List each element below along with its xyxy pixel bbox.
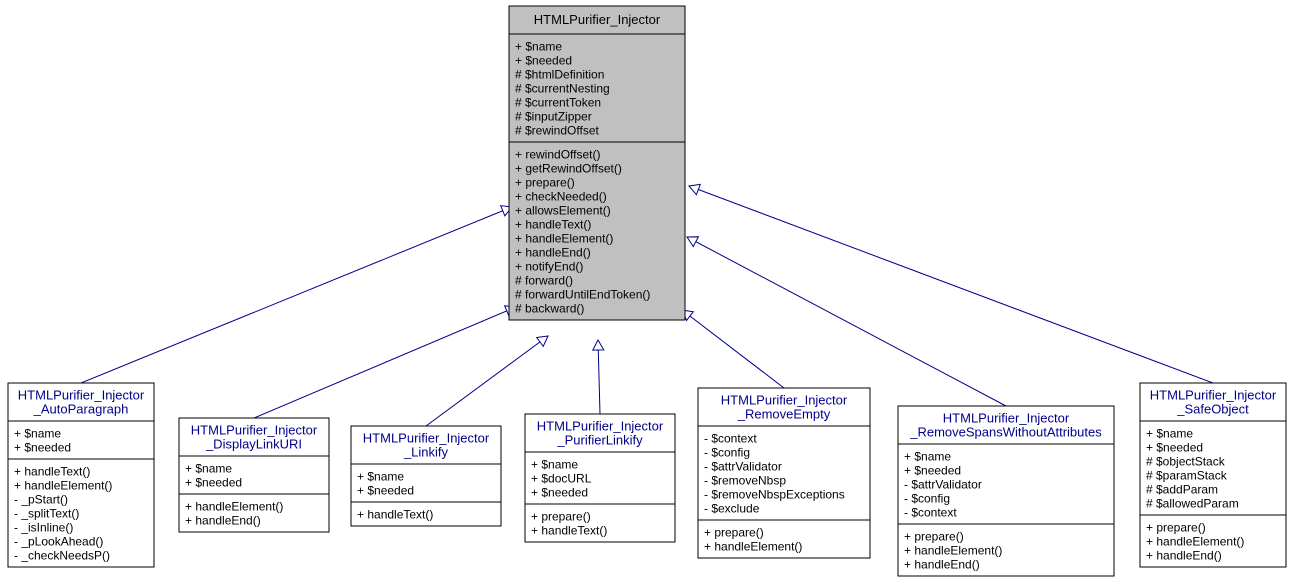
class-attribute: + $name [904, 450, 951, 464]
class-attribute: - $config [904, 492, 950, 506]
class-title[interactable]: _PurifierLinkify [556, 433, 643, 448]
class-attribute: + $needed [14, 441, 71, 455]
class-method: + handleText() [14, 465, 90, 479]
boxes-layer: HTMLPurifier_Injector+ $name+ $needed# $… [509, 6, 685, 320]
class-method: + handleElement() [904, 544, 1002, 558]
class-method: + getRewindOffset() [515, 162, 622, 176]
class-title[interactable]: _DisplayLinkURI [205, 437, 302, 452]
class-method: + handleEnd() [515, 246, 591, 260]
class-method: + checkNeeded() [515, 190, 607, 204]
class-method: + handleText() [531, 524, 607, 538]
class-attribute: - $attrValidator [904, 478, 982, 492]
class-box-linkify: HTMLPurifier_Injector_Linkify + $name+ $n… [351, 426, 501, 526]
class-method: + notifyEnd() [515, 260, 583, 274]
class-attribute: + $needed [515, 54, 572, 68]
class-attribute: + $needed [357, 484, 414, 498]
class-method: + handleText() [515, 218, 591, 232]
class-title[interactable]: HTMLPurifier_Injector [721, 393, 848, 408]
class-title[interactable]: HTMLPurifier_Injector [943, 411, 1070, 426]
class-method: + handleElement() [1146, 535, 1244, 549]
class-method: + handleText() [357, 508, 433, 522]
class-method: + prepare() [1146, 521, 1206, 535]
class-attribute: + $name [14, 427, 61, 441]
class-title[interactable]: _Linkify [403, 445, 449, 460]
class-method: - _pLookAhead() [14, 535, 103, 549]
class-box-removeempty: HTMLPurifier_Injector_RemoveEmpty - $cont… [698, 388, 870, 558]
class-attribute: # $allowedParam [1146, 497, 1239, 511]
class-title: HTMLPurifier_Injector [534, 12, 661, 27]
class-box-displaylinkuri: HTMLPurifier_Injector_DisplayLinkURI + $n… [179, 418, 329, 532]
class-method: + handleElement() [704, 540, 802, 554]
class-attribute: # $htmlDefinition [515, 68, 604, 82]
class-method: - _isInline() [14, 521, 73, 535]
class-title[interactable]: _RemoveSpansWithoutAttributes [909, 425, 1102, 440]
class-attribute: - $exclude [704, 502, 760, 516]
class-attribute: # $objectStack [1146, 455, 1226, 469]
class-method: + handleEnd() [185, 514, 261, 528]
class-method: + prepare() [904, 530, 964, 544]
class-method: + prepare() [531, 510, 591, 524]
class-attribute: - $removeNbspExceptions [704, 488, 845, 502]
class-box-main: HTMLPurifier_Injector+ $name+ $needed# $… [509, 6, 685, 320]
class-method: - _splitText() [14, 507, 79, 521]
class-attribute: - $attrValidator [704, 460, 782, 474]
class-attribute: # $inputZipper [515, 110, 592, 124]
class-attribute: + $name [185, 462, 232, 476]
class-title[interactable]: HTMLPurifier_Injector [537, 419, 664, 434]
class-method: + rewindOffset() [515, 148, 600, 162]
class-method: + prepare() [515, 176, 575, 190]
class-attribute: # $rewindOffset [515, 124, 599, 138]
class-attribute: - $config [704, 446, 750, 460]
class-title[interactable]: _RemoveEmpty [737, 407, 831, 422]
class-attribute: + $docURL [531, 472, 592, 486]
class-method: # backward() [515, 302, 584, 316]
class-box-safeobject: HTMLPurifier_Injector_SafeObject+ $name+… [1140, 383, 1286, 567]
class-method: + allowsElement() [515, 204, 611, 218]
class-method: - _pStart() [14, 493, 68, 507]
class-attribute: # $currentNesting [515, 82, 610, 96]
class-title[interactable]: HTMLPurifier_Injector [191, 423, 318, 438]
class-attribute: - $removeNbsp [704, 474, 786, 488]
class-attribute: + $name [531, 458, 578, 472]
class-attribute: - $context [904, 506, 957, 520]
class-title[interactable]: HTMLPurifier_Injector [363, 431, 490, 446]
class-attribute: + $name [1146, 427, 1193, 441]
class-method: # forward() [515, 274, 573, 288]
class-method: + handleEnd() [1146, 549, 1222, 563]
class-attribute: + $needed [1146, 441, 1203, 455]
class-title[interactable]: HTMLPurifier_Injector [1150, 388, 1277, 403]
class-method: + handleEnd() [904, 558, 980, 572]
class-attribute: + $needed [185, 476, 242, 490]
class-method: + handleElement() [185, 500, 283, 514]
class-method: - _checkNeedsP() [14, 549, 110, 563]
class-attribute: # $addParam [1146, 483, 1218, 497]
class-title[interactable]: _AutoParagraph [33, 402, 129, 417]
class-title[interactable]: _SafeObject [1176, 402, 1249, 417]
class-title[interactable]: HTMLPurifier_Injector [18, 388, 145, 403]
class-attribute: - $context [704, 432, 757, 446]
class-box-autoparagraph: HTMLPurifier_Injector_AutoParagraph + $na… [8, 383, 154, 567]
class-box-purifierlinkify: HTMLPurifier_Injector_PurifierLinkify + $… [525, 414, 675, 542]
class-box-removespans: HTMLPurifier_Injector_RemoveSpansWithout… [898, 406, 1114, 576]
class-attribute: + $name [357, 470, 404, 484]
class-method: + handleElement() [515, 232, 613, 246]
class-attribute: # $paramStack [1146, 469, 1228, 483]
class-method: + handleElement() [14, 479, 112, 493]
class-attribute: + $name [515, 40, 562, 54]
class-attribute: + $needed [904, 464, 961, 478]
class-method: # forwardUntilEndToken() [515, 288, 650, 302]
class-attribute: + $needed [531, 486, 588, 500]
class-attribute: # $currentToken [515, 96, 601, 110]
class-method: + prepare() [704, 526, 764, 540]
